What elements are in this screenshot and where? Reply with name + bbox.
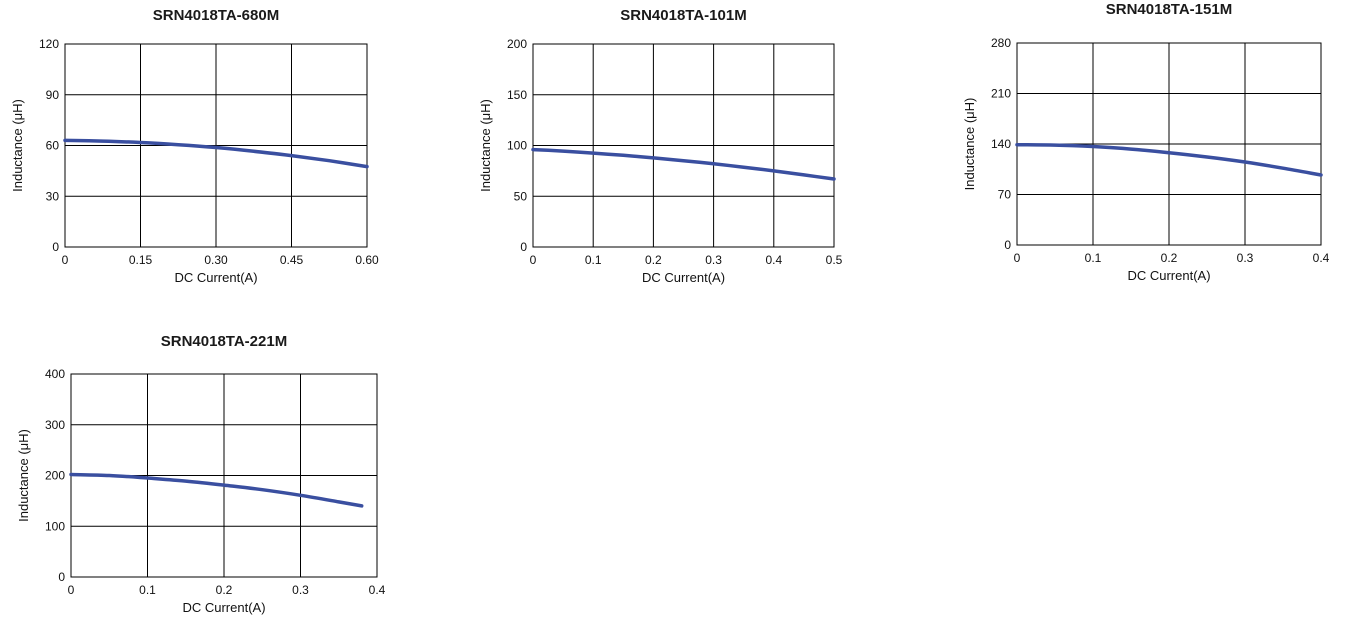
y-tick-label: 300 xyxy=(45,418,65,432)
x-tick-label: 0 xyxy=(1014,251,1021,265)
chart-panel: SRN4018TA-221M 0 0.1 0.2 0.3 0.4 0 100 200 300 400… xyxy=(16,333,386,615)
x-tick-label: 0.30 xyxy=(204,253,228,267)
y-tick-label: 280 xyxy=(991,36,1011,50)
x-tick-label: 0.2 xyxy=(216,583,233,597)
chart-panel: SRN4018TA-151M 0 0.1 0.2 0.3 0.4 0 70 140 210 280 D… xyxy=(962,1,1330,283)
x-tick-label: 0.2 xyxy=(645,253,662,267)
y-tick-label: 200 xyxy=(45,469,65,483)
chart-panel: SRN4018TA-680M 0 0.15 0.30 0.45 0.60 0 30 60 90 12… xyxy=(10,7,379,285)
x-axis-label: DC Current(A) xyxy=(182,600,265,615)
y-tick-label: 90 xyxy=(46,88,60,102)
y-tick-label: 0 xyxy=(52,240,59,254)
y-tick-label: 100 xyxy=(45,519,65,533)
inductance-curve xyxy=(1015,142,1323,177)
y-tick-label: 50 xyxy=(514,189,528,203)
y-tick-label: 30 xyxy=(46,189,60,203)
x-tick-label: 0 xyxy=(68,583,75,597)
chart-title: SRN4018TA-221M xyxy=(161,333,287,350)
x-tick-label: 0.1 xyxy=(585,253,602,267)
x-tick-label: 0.15 xyxy=(129,253,153,267)
inductance-curve xyxy=(531,147,836,181)
x-tick-label: 0.1 xyxy=(1085,251,1102,265)
y-tick-label: 70 xyxy=(998,188,1012,202)
x-tick-label: 0.45 xyxy=(280,253,304,267)
y-tick-label: 210 xyxy=(991,87,1011,101)
chart-panel: SRN4018TA-101M 0 0.1 0.2 0.3 0.4 0.5 0 50 100 150 2… xyxy=(478,7,843,285)
y-tick-label: 60 xyxy=(46,139,60,153)
y-tick-label: 0 xyxy=(1004,238,1011,252)
plot-frame xyxy=(64,43,368,248)
x-tick-label: 0.5 xyxy=(826,253,843,267)
x-tick-label: 0.4 xyxy=(369,583,386,597)
y-tick-label: 0 xyxy=(58,570,65,584)
y-axis-label: Inductance (μH) xyxy=(962,98,977,191)
y-axis-label: Inductance (μH) xyxy=(16,429,31,522)
x-tick-label: 0.1 xyxy=(139,583,156,597)
y-axis-label: Inductance (μH) xyxy=(10,99,25,192)
x-tick-label: 0 xyxy=(62,253,69,267)
y-tick-label: 120 xyxy=(39,37,59,51)
x-tick-label: 0.60 xyxy=(355,253,379,267)
x-axis-label: DC Current(A) xyxy=(642,270,725,285)
y-tick-label: 140 xyxy=(991,137,1011,151)
inductance-curve xyxy=(69,472,364,508)
chart-title: SRN4018TA-151M xyxy=(1106,1,1232,18)
y-tick-label: 0 xyxy=(520,240,527,254)
x-tick-label: 0.3 xyxy=(705,253,722,267)
y-tick-label: 200 xyxy=(507,37,527,51)
x-tick-label: 0.3 xyxy=(1237,251,1254,265)
x-tick-label: 0 xyxy=(530,253,537,267)
inductance-curve xyxy=(63,138,369,169)
x-tick-label: 0.3 xyxy=(292,583,309,597)
x-axis-label: DC Current(A) xyxy=(174,270,257,285)
x-tick-label: 0.4 xyxy=(1313,251,1330,265)
x-tick-label: 0.4 xyxy=(765,253,782,267)
x-axis-label: DC Current(A) xyxy=(1127,268,1210,283)
chart-title: SRN4018TA-680M xyxy=(153,7,279,24)
x-tick-label: 0.2 xyxy=(1161,251,1178,265)
chart-title: SRN4018TA-101M xyxy=(620,7,746,24)
plot-frame xyxy=(532,43,835,248)
y-axis-label: Inductance (μH) xyxy=(478,99,493,192)
y-tick-label: 150 xyxy=(507,88,527,102)
y-tick-label: 100 xyxy=(507,139,527,153)
y-tick-label: 400 xyxy=(45,367,65,381)
